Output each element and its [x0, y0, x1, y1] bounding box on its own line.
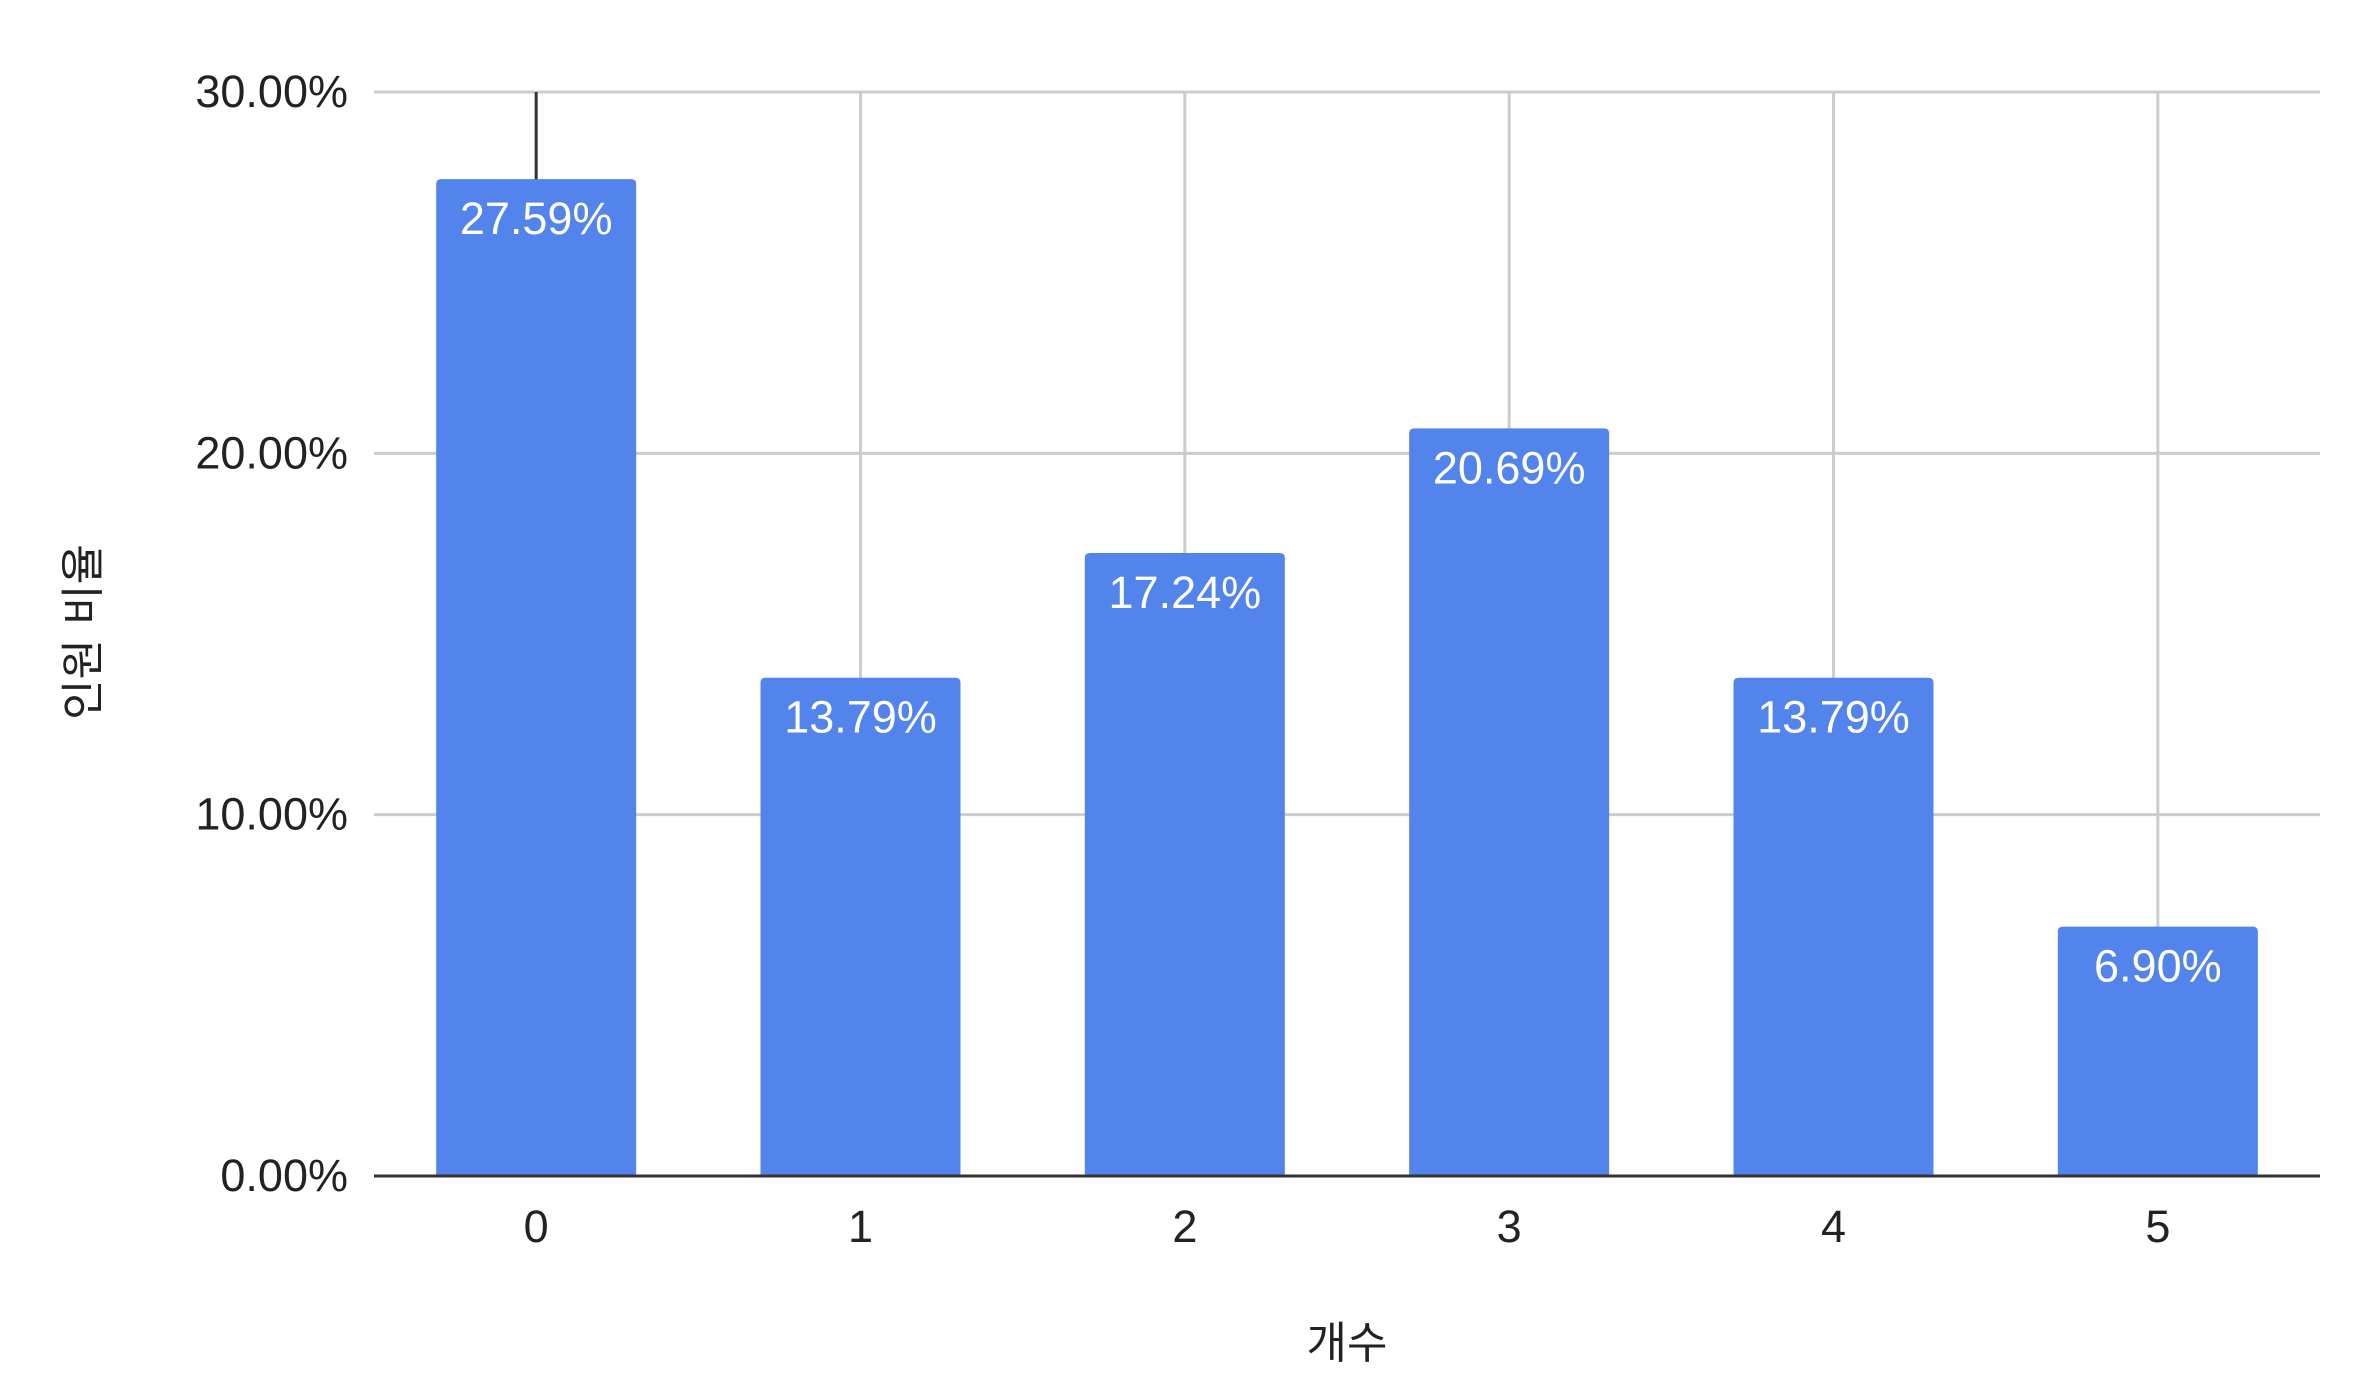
- y-tick-labels: 0.00% 10.00% 20.00% 30.00%: [195, 66, 348, 1201]
- x-tick-label: 3: [1497, 1201, 1522, 1252]
- bar: [760, 677, 961, 1176]
- bar-series: [436, 179, 2258, 1177]
- y-tick-label: 10.00%: [195, 789, 348, 840]
- data-label: 17.24%: [1109, 567, 1262, 618]
- data-label: 20.69%: [1433, 442, 1586, 493]
- x-tick-label: 2: [1172, 1201, 1197, 1252]
- bar: [436, 179, 637, 1177]
- bar: [1733, 677, 1934, 1176]
- y-axis-title: 인원 비율: [58, 544, 109, 720]
- x-tick-labels: 0 1 2 3 4 5: [524, 1201, 2171, 1252]
- bar: [2057, 926, 2258, 1176]
- data-label: 13.79%: [784, 692, 937, 743]
- data-label: 13.79%: [1757, 692, 1910, 743]
- data-label: 27.59%: [460, 193, 613, 244]
- x-tick-label: 4: [1821, 1201, 1846, 1252]
- data-label: 6.90%: [2094, 941, 2222, 992]
- y-tick-label: 20.00%: [195, 427, 348, 478]
- horizontal-gridlines: [374, 90, 2320, 817]
- data-labels: 27.59% 13.79% 17.24% 20.69% 13.79% 6.90%: [460, 193, 2222, 992]
- x-tick-label: 1: [848, 1201, 873, 1252]
- y-tick-label: 30.00%: [195, 66, 348, 117]
- x-axis-title: 개수: [1307, 1318, 1388, 1369]
- x-tick-label: 0: [524, 1201, 549, 1252]
- bar: [1409, 428, 1610, 1176]
- x-tick-label: 5: [2145, 1201, 2170, 1252]
- y-tick-label: 0.00%: [220, 1150, 348, 1201]
- bar: [1084, 553, 1285, 1176]
